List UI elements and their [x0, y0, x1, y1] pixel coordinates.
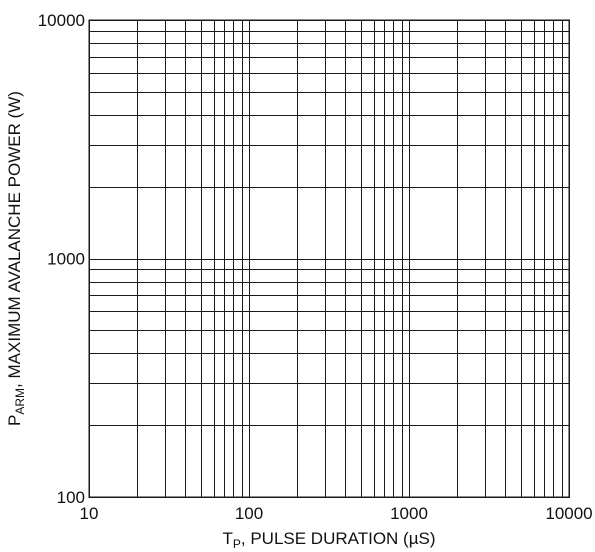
- y-tick-labels: 100 1000 10000: [38, 11, 85, 507]
- x-tick-label: 10000: [545, 504, 592, 523]
- y-axis-label-main: P: [5, 415, 24, 426]
- y-axis-label-sub: ARM: [13, 388, 27, 415]
- x-axis-label-main: T: [222, 529, 232, 548]
- plot-frame: [88, 19, 570, 498]
- y-tick-label: 10000: [38, 11, 85, 30]
- x-tick-label: 10: [80, 504, 99, 523]
- x-axis-label-rest: , PULSE DURATION (µS): [241, 529, 436, 548]
- x-tick-label: 100: [235, 504, 263, 523]
- y-tick-label: 1000: [47, 250, 85, 269]
- y-axis-label-rest: , MAXIMUM AVALANCHE POWER (W): [5, 91, 24, 388]
- x-tick-label: 1000: [390, 504, 428, 523]
- x-axis-label-sub: P: [233, 537, 241, 551]
- x-tick-labels: 10 100 1000 10000: [80, 504, 593, 523]
- y-tick-label: 100: [57, 488, 85, 507]
- y-axis-label: PARM, MAXIMUM AVALANCHE POWER (W): [5, 91, 27, 426]
- grid-lines: [89, 20, 569, 498]
- x-axis-label: TP, PULSE DURATION (µS): [222, 529, 435, 551]
